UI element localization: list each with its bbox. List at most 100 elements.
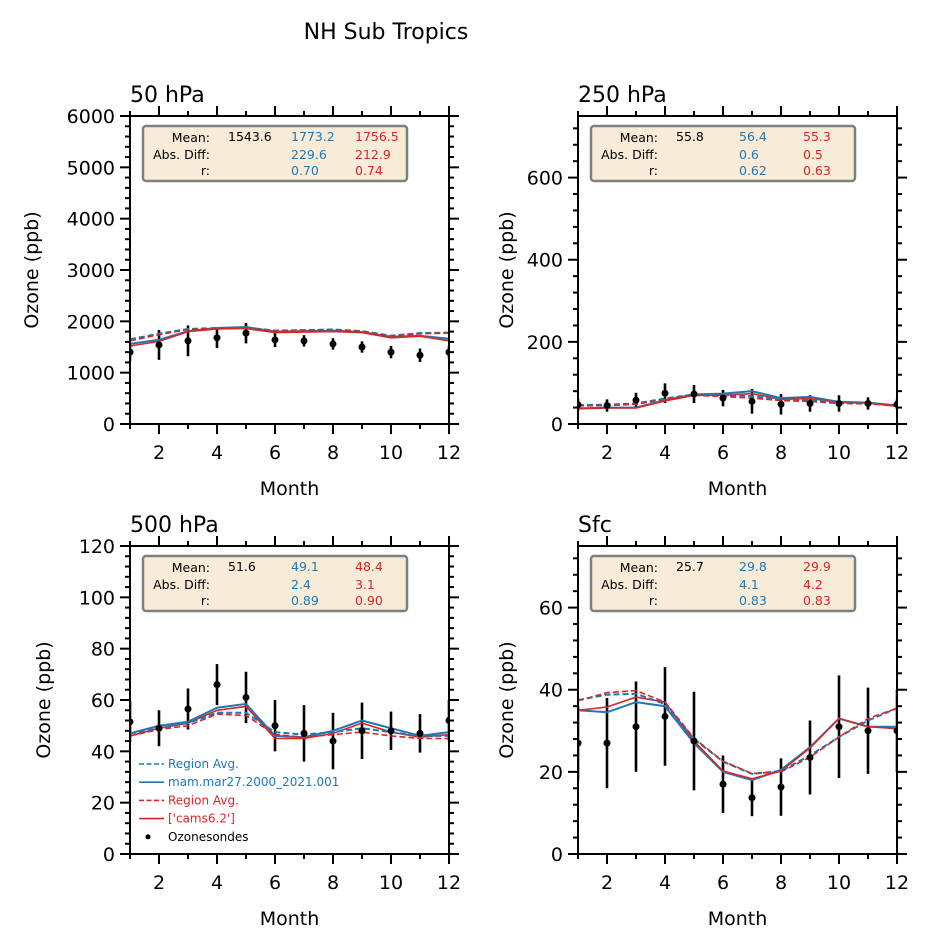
x-tick-label: 12 — [437, 442, 461, 464]
stats-box: Mean: Abs. Diff:r: 51.6 49.1 2.40.89 48.4 3.10… — [141, 554, 409, 613]
stats-box-bg — [141, 554, 409, 613]
legend-marker-ozonesondes — [145, 834, 151, 840]
stats-obs-mean: 25.7 — [676, 559, 704, 574]
stats-blue-value: 0.83 — [739, 593, 767, 608]
obs-point — [184, 705, 192, 713]
legend: Region Avg. mam.mar27.2000_2021.001 Region… — [139, 757, 339, 844]
figure-suptitle: NH Sub Tropics — [304, 20, 469, 45]
axes-frame — [129, 115, 450, 425]
panel-4: Sfc Ozone (ppb) Month 2 4 6 8 10 12 0 20 40 60 Mean: A… — [496, 513, 909, 930]
x-tick-label: 6 — [717, 442, 729, 464]
obs-point — [155, 724, 163, 732]
stats-red-value: 0.90 — [355, 593, 383, 608]
x-tick-label: 10 — [379, 442, 403, 464]
y-tick-label: 20 — [91, 793, 115, 815]
stats-red-value: 55.3 — [803, 129, 831, 144]
stats-row-label: r: — [201, 593, 210, 608]
stats-box-bg — [589, 554, 857, 613]
x-axis-label: Month — [708, 478, 768, 500]
x-axis-label: Month — [260, 478, 320, 500]
stats-box: Mean: Abs. Diff:r: 1543.6 1773.2 229.60.70 17… — [141, 124, 409, 183]
obs-point — [184, 337, 192, 345]
obs-point — [835, 399, 843, 407]
obs-point — [603, 739, 611, 747]
series-line-red-dashed — [130, 713, 449, 740]
obs-point — [719, 394, 727, 402]
obs-point — [387, 348, 395, 356]
obs-point — [358, 727, 366, 735]
y-tick-label: 200 — [527, 332, 563, 354]
obs-point — [300, 337, 308, 345]
panel-1: 50 hPa Ozone (ppb) Month 2 4 6 8 10 12 0 1000 2000 3… — [21, 83, 461, 500]
obs-point — [661, 389, 669, 397]
y-tick-label: 100 — [79, 587, 115, 609]
x-axis-label: Month — [260, 908, 320, 930]
stats-blue-value: 0.6 — [739, 147, 759, 162]
stats-blue-value: 56.4 — [739, 129, 767, 144]
obs-point — [416, 729, 424, 737]
stats-blue-value: 4.1 — [739, 577, 759, 592]
stats-row-label: Mean: — [172, 130, 210, 145]
axes-frame — [129, 545, 450, 855]
legend-label: Region Avg. — [168, 793, 239, 807]
y-tick-label: 4000 — [67, 209, 115, 231]
panel-title: 500 hPa — [130, 513, 219, 538]
obs-point — [603, 402, 611, 410]
obs-point — [864, 727, 872, 735]
obs-point — [777, 783, 785, 791]
legend-label: Region Avg. — [168, 757, 239, 771]
y-tick-label: 0 — [551, 414, 563, 436]
y-axis-label: Ozone (ppb) — [33, 641, 55, 758]
stats-blue-value: 0.89 — [291, 593, 319, 608]
x-tick-label: 12 — [437, 872, 461, 894]
obs-point — [329, 737, 337, 745]
stats-box: Mean: Abs. Diff:r: 55.8 56.4 0.60.62 55.3 0.50… — [589, 124, 857, 183]
x-tick-label: 10 — [379, 872, 403, 894]
y-axis-label: Ozone (ppb) — [496, 211, 518, 328]
x-tick-label: 10 — [827, 872, 851, 894]
stats-red-value: 48.4 — [355, 559, 383, 574]
y-tick-label: 2000 — [67, 311, 115, 333]
stats-blue-value: 29.8 — [739, 559, 767, 574]
x-tick-label: 12 — [885, 442, 909, 464]
x-tick-label: 2 — [601, 442, 613, 464]
y-tick-label: 60 — [539, 598, 563, 620]
legend-label: mam.mar27.2000_2021.001 — [168, 775, 339, 789]
obs-point — [690, 737, 698, 745]
x-tick-label: 2 — [153, 442, 165, 464]
x-tick-label: 8 — [775, 872, 787, 894]
stats-row-label: Mean: — [172, 560, 210, 575]
obs-point — [155, 341, 163, 349]
y-tick-label: 5000 — [67, 157, 115, 179]
stats-blue-value: 49.1 — [291, 559, 319, 574]
series-line-red-dashed — [130, 327, 449, 342]
stats-obs-mean: 1543.6 — [228, 129, 272, 144]
obs-point — [864, 399, 872, 407]
plot-area — [578, 667, 897, 817]
series-line-red-dashed — [578, 689, 897, 775]
stats-red-value: 212.9 — [355, 147, 391, 162]
panel-2: 250 hPa Ozone (ppb) Month 2 4 6 8 10 12 0 200 400 60… — [496, 83, 909, 500]
stats-box-bg — [589, 124, 857, 183]
obs-point — [748, 397, 756, 405]
x-tick-label: 4 — [659, 872, 671, 894]
obs-point — [661, 712, 669, 720]
series-line-blue-dashed — [130, 711, 449, 737]
obs-point — [632, 723, 640, 731]
stats-obs-mean: 51.6 — [228, 559, 256, 574]
obs-point — [271, 336, 279, 344]
x-tick-label: 12 — [885, 872, 909, 894]
x-tick-label: 4 — [211, 872, 223, 894]
stats-red-value: 3.1 — [355, 577, 375, 592]
stats-blue-value: 0.62 — [739, 163, 767, 178]
series-line-red-solid — [578, 696, 897, 780]
stats-obs-mean: 55.8 — [676, 129, 704, 144]
y-tick-label: 1000 — [67, 363, 115, 385]
x-tick-label: 6 — [269, 872, 281, 894]
plot-area — [130, 322, 449, 362]
obs-point — [690, 390, 698, 398]
obs-point — [719, 780, 727, 788]
